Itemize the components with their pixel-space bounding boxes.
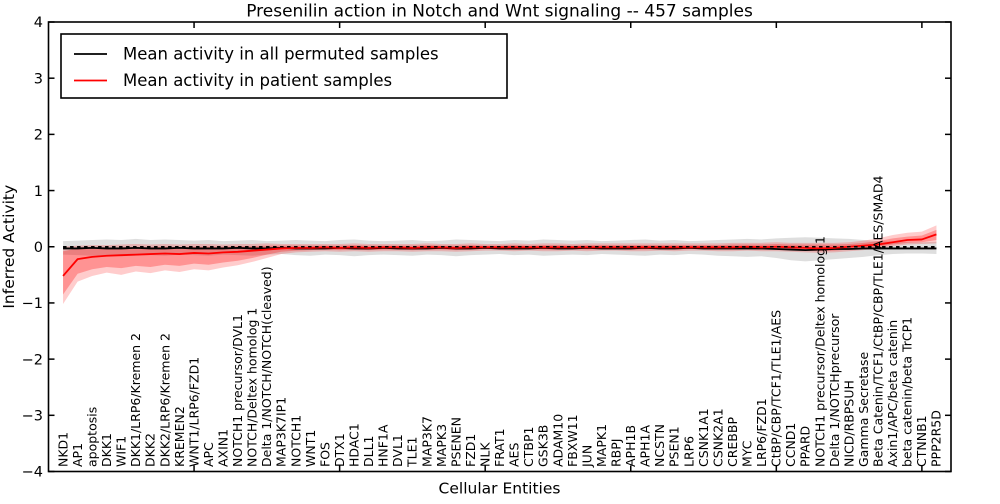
x-entity-label: WIF1 — [114, 436, 129, 467]
x-entity-label: Delta 1/NOTCH/NOTCH(cleaved) — [259, 266, 274, 467]
x-entity-label: NOTCH/Deltex homolog 1 — [245, 308, 260, 467]
x-entity-label: LRP6/FZD1 — [754, 398, 769, 467]
x-entity-label: MAPK1 — [594, 424, 609, 467]
legend-box — [60, 33, 508, 99]
x-entity-label: NOTCH1 — [288, 415, 303, 467]
x-entity-label: PPP2R5D — [929, 410, 944, 467]
legend: Mean activity in all permuted samples Me… — [60, 33, 508, 99]
patient-outer-range-band — [63, 225, 937, 305]
x-entity-label: GSK3B — [536, 425, 551, 467]
x-entity-label: KREMEN2 — [172, 406, 187, 467]
x-entity-label: CCND1 — [783, 423, 798, 467]
x-entity-label: beta catenin/beta TrCP1 — [900, 317, 915, 467]
x-entity-label: WNT1 — [303, 430, 318, 467]
x-entity-label: FBXW11 — [565, 414, 580, 467]
permuted-mean-line — [63, 246, 937, 252]
y-tick-label: 2 — [34, 128, 43, 144]
x-entity-label: NLK — [477, 442, 492, 467]
x-entity-label: DKK1 — [99, 433, 114, 467]
x-entity-label: DVL1 — [390, 434, 405, 467]
y-tick-label: −3 — [22, 409, 43, 425]
x-entity-label: TLE1 — [405, 437, 420, 468]
x-entity-label: DKK1/LRP6/Kremen 2 — [128, 333, 143, 467]
x-entity-label: APC — [201, 442, 216, 467]
x-entity-label: MAP3K7IP1 — [274, 397, 289, 467]
x-entity-label: CTBP1 — [521, 427, 536, 467]
y-tick-label: −1 — [22, 296, 43, 312]
x-entity-label: NCSTN — [652, 424, 667, 467]
x-entity-label: NOTCH1 precursor/DVL1 — [230, 314, 245, 467]
y-tick-label: 0 — [34, 240, 43, 256]
x-entity-label: apoptosis — [84, 407, 99, 467]
x-entity-label: MAPK3 — [434, 424, 449, 467]
x-entity-label: ADAM10 — [550, 414, 565, 467]
x-entity-label: AES — [507, 443, 522, 467]
x-entity-label: FZD1 — [463, 434, 478, 467]
x-entity-label: LRP6 — [681, 436, 696, 467]
line-layer — [62, 233, 937, 277]
x-entity-label: NICD/RBPSUH — [841, 380, 856, 467]
x-entity-label: PPARD — [798, 426, 813, 467]
x-entity-label: HNF1A — [376, 424, 391, 467]
y-tick-label: 4 — [34, 15, 43, 31]
x-entity-label: CSNK2A1 — [710, 408, 725, 467]
y-tick-label: 1 — [34, 184, 43, 200]
x-axis-label: Cellular Entities — [439, 480, 561, 498]
x-entity-label-layer: NKD1 AP1 apoptosis DKK1 WIF1 DKK1/LRP6/Kremen… — [55, 176, 943, 468]
y-tick-label: −4 — [22, 465, 43, 481]
x-entity-label: RBPJ — [609, 439, 624, 468]
tick-layer: 4 3 2 1 0 −1 −2 −3 −4 — [22, 15, 951, 481]
y-axis-label: Inferred Activity — [0, 185, 18, 309]
x-entity-label: HDAC1 — [346, 423, 361, 467]
legend-label-patient: Mean activity in patient samples — [123, 71, 392, 90]
y-tick-label: −2 — [22, 352, 43, 368]
chart-title: Presenilin action in Notch and Wnt signa… — [246, 2, 753, 22]
legend-label-permuted: Mean activity in all permuted samples — [123, 45, 439, 64]
x-entity-label: APH1B — [623, 425, 638, 467]
x-entity-label: MAP3K7 — [419, 416, 434, 467]
x-entity-label: DKK2/LRP6/Kremen 2 — [157, 333, 172, 467]
x-entity-label: AXIN1 — [215, 429, 230, 467]
x-entity-label: NKD1 — [55, 432, 70, 467]
x-entity-label: WNT1/LRP6/FZD1 — [186, 357, 201, 467]
x-entity-label: DKK2 — [143, 433, 158, 467]
x-entity-label: DTX1 — [332, 433, 347, 467]
x-entity-label: Gamma Secretase — [856, 352, 871, 467]
plot-frame — [47, 21, 952, 473]
x-entity-label: APH1A — [638, 425, 653, 467]
x-entity-label: CTNNB1 — [914, 415, 929, 467]
x-entity-label: JUN — [579, 445, 594, 468]
x-entity-label: NOTCH1 precursor/Deltex homolog 1 — [812, 236, 827, 467]
y-tick-label: 3 — [34, 71, 43, 87]
x-entity-label: FRAT1 — [492, 428, 507, 467]
x-entity-label: FOS — [317, 442, 332, 467]
x-entity-label: CtBP/CBP/TCF1/TLE1/AES — [769, 310, 784, 467]
x-entity-label: CREBBP — [725, 417, 740, 467]
x-entity-label: PSEN1 — [667, 426, 682, 467]
x-entity-label: Delta 1/NOTCHprecursor — [827, 313, 842, 467]
x-entity-label: DLL1 — [361, 435, 376, 467]
x-entity-label: PSENEN — [448, 417, 463, 467]
x-entity-label: AP1 — [70, 443, 85, 467]
x-entity-label: Beta Catenin/TCF1/CtBP/CBP/TLE1/AES/SMAD… — [871, 176, 886, 467]
band-layer — [63, 225, 937, 305]
x-entity-label: Axin1/APC/beta catenin — [885, 320, 900, 467]
x-entity-label: MYC — [740, 440, 755, 467]
x-entity-label: CSNK1A1 — [696, 408, 711, 467]
